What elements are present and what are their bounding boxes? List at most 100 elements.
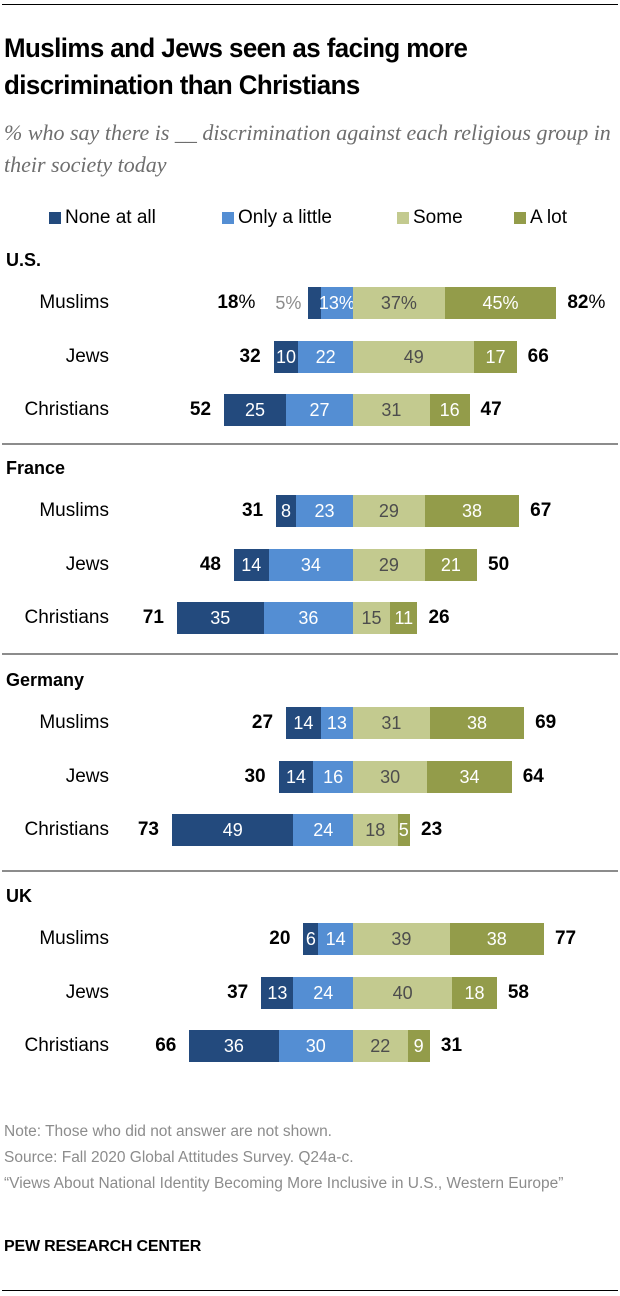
bar-segment-little: 24 — [293, 814, 353, 846]
bar-segment-some: 29 — [352, 495, 425, 527]
legend-label: A lot — [530, 207, 567, 228]
segment-value: 37% — [380, 292, 417, 313]
row-label: Christians — [24, 607, 109, 628]
segment-value: 40 — [392, 982, 413, 1003]
segment-value: 9 — [413, 1035, 424, 1056]
legend-swatch-little-icon — [222, 212, 234, 224]
segment-value: 13 — [267, 982, 288, 1003]
net-left-value: 71 — [143, 607, 164, 629]
net-right-number: 26 — [428, 607, 450, 628]
segment-value: 31 — [381, 712, 402, 733]
net-left-value: 48 — [200, 554, 221, 576]
stacked-bar: 13% 37% 45% — [308, 287, 557, 319]
segment-value: 16 — [439, 399, 460, 420]
net-left-number: 31 — [241, 500, 264, 521]
segment-value: 16 — [323, 766, 344, 787]
net-left-value: 73 — [138, 819, 159, 841]
bar-segment-none: 14 — [278, 761, 314, 793]
legend-item-little: Only a little — [222, 207, 332, 229]
section-divider — [2, 443, 618, 445]
net-right-value: 66 — [528, 346, 549, 368]
net-left-number: 32 — [239, 346, 261, 367]
stacked-bar: 13 24 40 18 — [261, 977, 497, 1009]
segment-value: 18 — [464, 982, 485, 1003]
section-title: France — [6, 458, 66, 478]
stacked-bar: 49 24 18 5 — [171, 814, 410, 846]
bar-segment-some: 31 — [352, 707, 430, 739]
row-label: Muslims — [39, 712, 109, 733]
segment-value: 36 — [298, 607, 319, 628]
net-right-value: 77 — [555, 928, 576, 950]
net-right-value: 26 — [428, 607, 449, 629]
segment-value: 25 — [245, 399, 266, 420]
segment-value: 30 — [380, 766, 401, 787]
bar-segment-none: 25 — [224, 394, 287, 426]
segment-value: 24 — [313, 982, 334, 1003]
segment-value: 29 — [378, 554, 399, 575]
net-right-number: 31 — [440, 1035, 463, 1056]
bar-segment-some: 39 — [352, 923, 450, 955]
row-label: Jews — [65, 554, 109, 575]
net-right-number: 64 — [522, 766, 544, 787]
net-right-value: 64 — [523, 766, 544, 788]
net-left-number: 37 — [227, 982, 249, 1003]
bar-segment-alot: 16 — [429, 394, 470, 426]
net-left-number: 73 — [137, 819, 159, 840]
net-right-value: 31 — [441, 1035, 462, 1057]
stacked-bar: 14 34 29 21 — [233, 549, 477, 581]
segment-value: 10 — [276, 346, 297, 367]
bar-segment-alot: 5 — [397, 814, 410, 846]
net-right-number: 66 — [527, 346, 549, 367]
legend-item-none: None at all — [49, 207, 156, 229]
row-label: Muslims — [39, 292, 109, 313]
segment-value: 23 — [314, 500, 335, 521]
legend-swatch-some-icon — [397, 212, 409, 224]
bar-segment-some: 31 — [352, 394, 430, 426]
segment-value: 13% — [318, 292, 355, 313]
segment-value: 30 — [305, 1035, 326, 1056]
segment-value: 27 — [309, 399, 330, 420]
segment-value: 6 — [305, 928, 316, 949]
segment-value: 5 — [398, 819, 409, 840]
segment-value: 38 — [486, 928, 507, 949]
row-label: Christians — [24, 399, 109, 420]
row-label: Muslims — [39, 500, 109, 521]
segment-value: 17 — [485, 346, 506, 367]
bar-segment-none: 6 — [303, 923, 319, 955]
segment-value: 34 — [459, 766, 480, 787]
row-label: Muslims — [39, 928, 109, 949]
section-divider — [2, 870, 618, 872]
bar-segment-alot: 38 — [449, 923, 544, 955]
segment-value: 14 — [241, 554, 262, 575]
net-left-number: 66 — [155, 1035, 177, 1056]
bar-segment-little: 27 — [286, 394, 353, 426]
row-label: Christians — [24, 819, 109, 840]
row-label: Jews — [65, 346, 109, 367]
segment-value: 15 — [361, 607, 382, 628]
bar-segment-none: 14 — [286, 707, 321, 739]
net-left-value: 30 — [244, 766, 265, 788]
bar-segment-alot: 38 — [429, 707, 525, 739]
segment-value: 31 — [381, 399, 402, 420]
segment-value: 38 — [461, 500, 482, 521]
bar-segment-alot: 17 — [474, 341, 517, 373]
net-right-value: 47 — [481, 399, 502, 421]
stacked-bar: 36 30 22 9 — [189, 1030, 430, 1062]
bar-segment-none: 10 — [273, 341, 299, 373]
bar-segment-some: 37% — [352, 287, 445, 319]
bar-segment-none: 8 — [276, 495, 296, 527]
bar-segment-little: 14 — [318, 923, 353, 955]
bar-segment-little: 34 — [268, 549, 353, 581]
legend-label: Only a little — [238, 207, 332, 228]
segment-value: 34 — [300, 554, 321, 575]
segment-value: 29 — [378, 500, 399, 521]
note-text: Note: Those who did not answer are not s… — [4, 1123, 332, 1140]
net-left-value: 31 — [242, 500, 263, 522]
stacked-bar: 35 36 15 11 — [176, 602, 418, 634]
chart-subtitle: % who say there is __ discrimination aga… — [4, 120, 611, 177]
bar-segment-alot: 34 — [427, 761, 512, 793]
notes: Note: Those who did not answer are not s… — [4, 1119, 614, 1197]
bar-segment-some: 29 — [352, 549, 425, 581]
bar-segment-alot: 45% — [444, 287, 557, 319]
section-title: Germany — [6, 670, 85, 690]
